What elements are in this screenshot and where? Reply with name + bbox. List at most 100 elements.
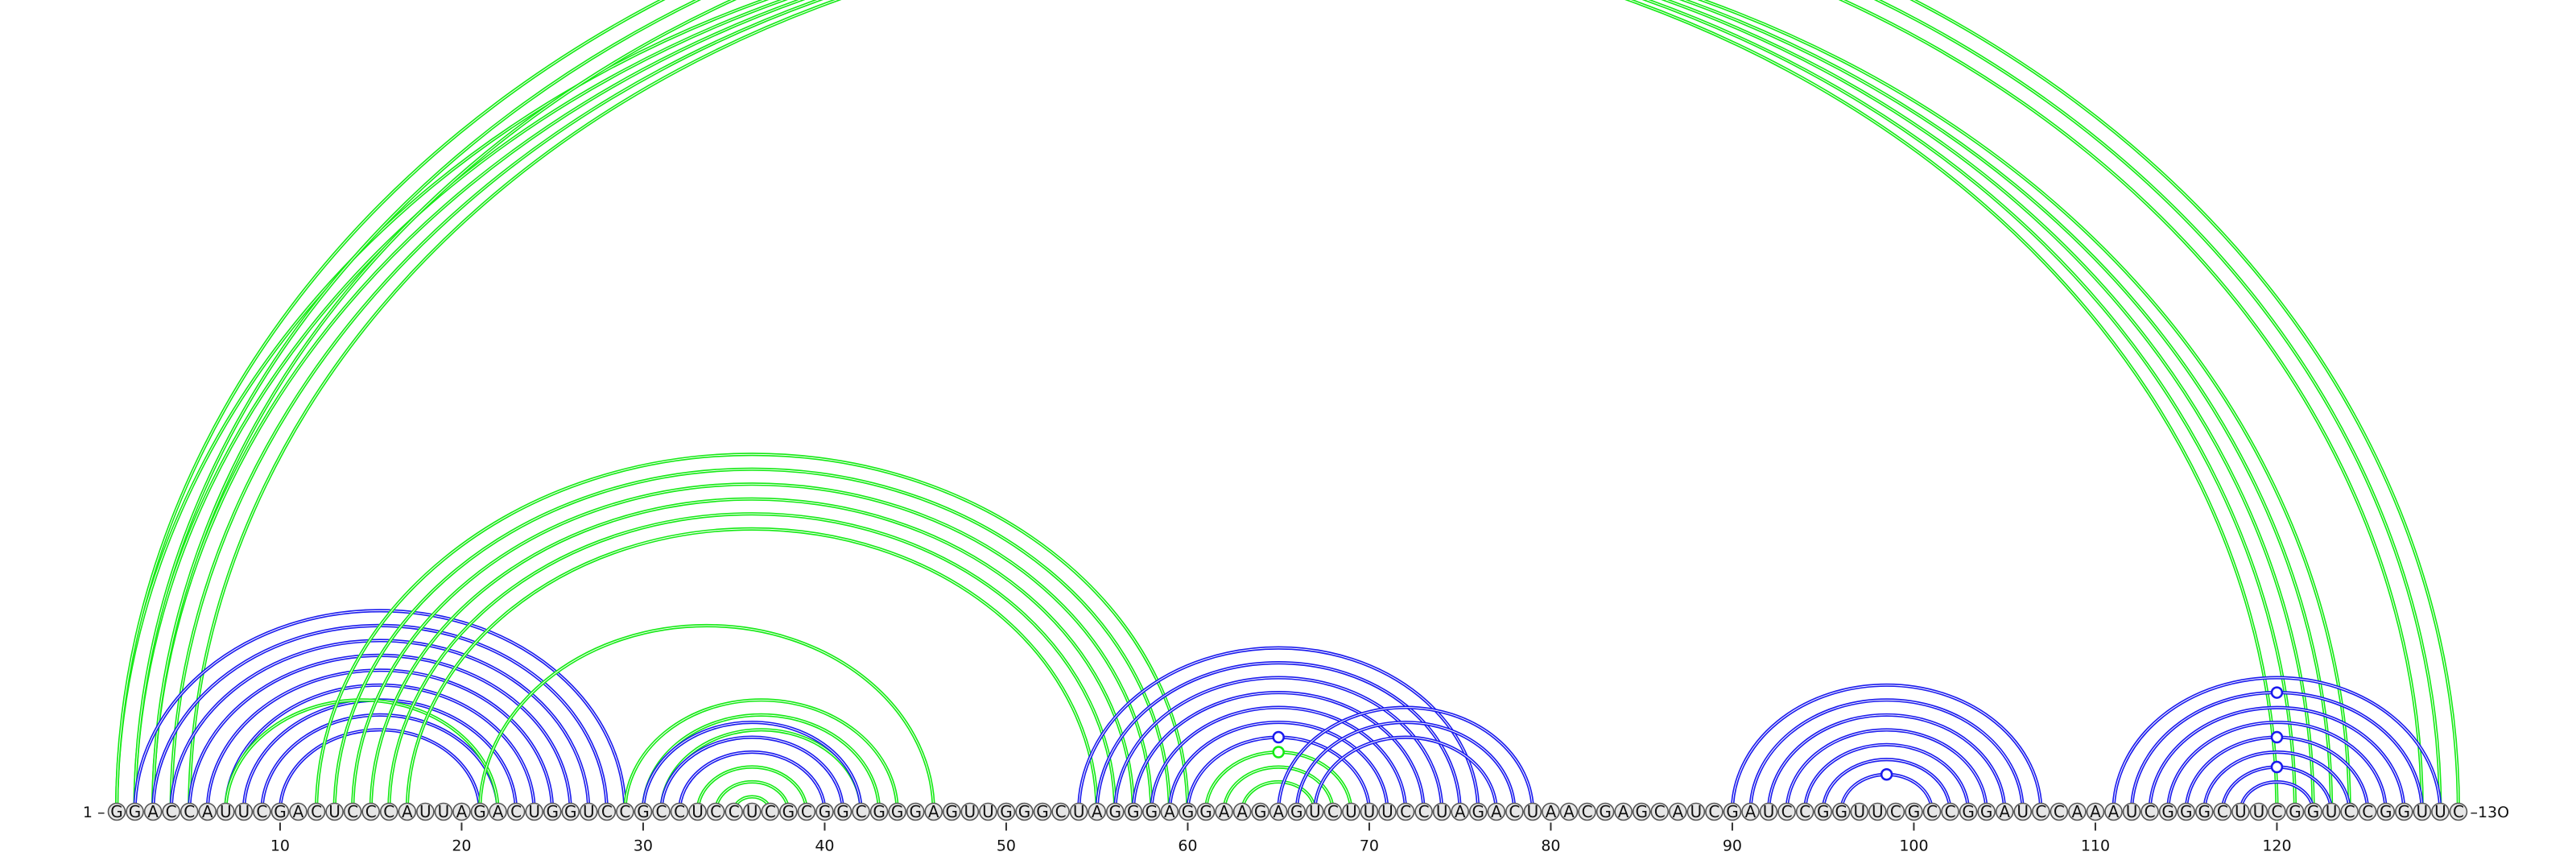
nucleotide-43: G [869, 802, 889, 821]
nucleotide-letter: G [873, 802, 886, 821]
nucleotide-letter: G [1018, 802, 1031, 821]
nucleotide-19: U [434, 802, 453, 821]
nucleotide-51: G [1015, 802, 1034, 821]
nucleotide-circle [525, 802, 543, 821]
nucleotide-112: U [2122, 802, 2141, 821]
pair-arc-31-41 [659, 735, 845, 812]
nucleotide-10: G [270, 802, 290, 821]
pair-arc-core-10-21 [279, 729, 481, 812]
pair-arc-core-59-71 [1169, 721, 1388, 812]
nucleotide-circle [1614, 802, 1633, 821]
nucleotide-circle [2431, 802, 2450, 821]
nucleotide-letter: A [1672, 802, 1683, 821]
nucleotide-letter: U [1381, 802, 1393, 821]
nucleotide-circle [2395, 802, 2413, 821]
nucleotide-letter: A [1273, 802, 1284, 821]
nucleotide-21: G [470, 802, 489, 821]
nucleotide-70: U [1360, 802, 1379, 821]
nucleotide-22: A [489, 802, 507, 821]
nucleotide-circle [869, 802, 889, 821]
nucleotide-letter: A [1999, 802, 2010, 821]
tick-label-40: 40 [815, 837, 834, 855]
nucleotide-letter: G [1472, 802, 1485, 821]
nucleotide-letter: G [2198, 802, 2211, 821]
nucleotide-circle [1414, 802, 1433, 821]
nucleotide-circle [361, 802, 381, 821]
nucleotide-circle [2285, 802, 2305, 821]
nucleotide-letter: U [1763, 802, 1775, 821]
nucleotide-128: U [2413, 802, 2432, 821]
nucleotide-114: G [2158, 802, 2178, 821]
nucleotide-circle [1160, 802, 1179, 821]
nucleotide-letter: U [1345, 802, 1357, 821]
nucleotide-circle [2340, 802, 2359, 821]
nucleotide-letter: G [2398, 802, 2411, 821]
nucleotide-letter: U [1436, 802, 1448, 821]
nucleotide-letter: C [2035, 802, 2046, 821]
nucleotide-letter: G [1635, 802, 1648, 821]
pair-arc-core-63-67 [1241, 781, 1315, 812]
nucleotide-circle [2122, 802, 2141, 821]
nucleotide-circle [289, 802, 308, 821]
pair-arc-core-67-77 [1314, 737, 1497, 812]
nucleotide-letter: G [473, 802, 486, 821]
nucleotide-letter: G [1290, 802, 1303, 821]
arc-apex-marker [1272, 730, 1285, 744]
nucleotide-117: C [2213, 802, 2232, 821]
nucleotide-circle [452, 802, 471, 821]
nucleotide-letter: C [801, 802, 812, 821]
pair-arc-core-7-24 [225, 684, 535, 812]
nucleotide-circle [1323, 802, 1343, 821]
nucleotide-letter: A [2072, 802, 2083, 821]
pair-arc-core-21-46 [479, 625, 935, 812]
nucleotide-circle [162, 802, 180, 821]
nucleotide-letter: U [2235, 802, 2247, 821]
nucleotide-letter: G [564, 802, 577, 821]
nucleotide-circle [1941, 802, 1959, 821]
nucleotide-97: U [1850, 802, 1869, 821]
nucleotide-letter: C [1708, 802, 1719, 821]
nucleotide-circle [1468, 802, 1488, 821]
nucleotide-letter: U [220, 802, 232, 821]
pair-arc-core-118-122 [2240, 781, 2314, 812]
nucleotide-106: U [2013, 802, 2033, 821]
pair-arc-core-95-102 [1823, 759, 1951, 812]
nucleotide-circle [2068, 802, 2087, 821]
nucleotide-circle [1650, 802, 1670, 821]
nucleotide-116: G [2194, 802, 2214, 821]
nucleotide-circle [2304, 802, 2322, 821]
nucleotide-73: C [1414, 802, 1433, 821]
nucleotide-25: G [543, 802, 562, 821]
tick-label-90: 90 [1723, 837, 1742, 855]
nucleotide-circle [1451, 802, 1469, 821]
nucleotide-48: U [960, 802, 980, 821]
nucleotide-letter: C [710, 802, 721, 821]
nucleotide-circle [1378, 802, 1397, 821]
pair-arc-core-14-58 [352, 483, 1152, 812]
nucleotide-105: A [1995, 802, 2014, 821]
nucleotide-circle [1196, 802, 1216, 821]
nucleotide-letter: G [1817, 802, 1830, 821]
nucleotide-circle [960, 802, 980, 821]
nucleotide-86: C [1650, 802, 1670, 821]
nucleotide-circle [1142, 802, 1161, 821]
nucleotide-letter: G [1835, 802, 1848, 821]
nucleotide-letter: C [1055, 802, 1067, 821]
nucleotide-letter: U [1690, 802, 1703, 821]
pair-arc-core-7-22 [225, 699, 499, 812]
nucleotide-circle [852, 802, 870, 821]
pair-arc-core-33-39 [697, 767, 807, 812]
pair-arc-core-1-130 [116, 0, 2459, 812]
nucleotide-letter: A [1164, 802, 1175, 821]
nucleotide-34: C [706, 802, 725, 821]
nucleotide-92: U [1759, 802, 1778, 821]
nucleotide-circle [742, 802, 762, 821]
nucleotide-42: C [852, 802, 870, 821]
nucleotide-8: U [234, 802, 254, 821]
nucleotide-69: U [1342, 802, 1360, 821]
nucleotide-60: G [1179, 802, 1197, 821]
nucleotide-letter: G [2307, 802, 2320, 821]
nucleotide-6: A [198, 802, 217, 821]
nucleotide-letter: C [510, 802, 522, 821]
nucleotide-letter: G [1980, 802, 1993, 821]
